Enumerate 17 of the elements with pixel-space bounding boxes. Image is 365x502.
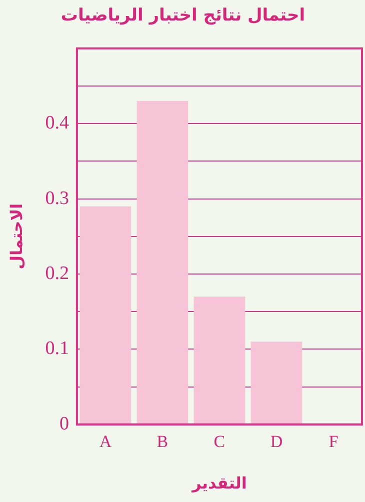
x-tick-label: C [214,432,226,452]
y-tick-label: 0 [59,413,69,434]
bar [80,206,132,424]
x-tick-label: B [156,432,168,452]
y-axis-title: الاحتمال [6,203,26,270]
x-tick-label: D [270,432,283,452]
y-tick-label: 0.3 [45,188,69,209]
bar [250,342,302,424]
x-tick-label: A [99,432,112,452]
chart-title: احتمال نتائج اختبار الرياضيات [60,6,306,26]
y-tick-label: 0.4 [45,112,70,134]
y-tick-label: 0.2 [45,262,69,284]
x-axis-title: التقدير [191,474,247,493]
bar [194,296,246,424]
bar [136,101,188,424]
y-tick-label: 0.1 [45,338,69,360]
x-tick-label: F [328,432,338,452]
